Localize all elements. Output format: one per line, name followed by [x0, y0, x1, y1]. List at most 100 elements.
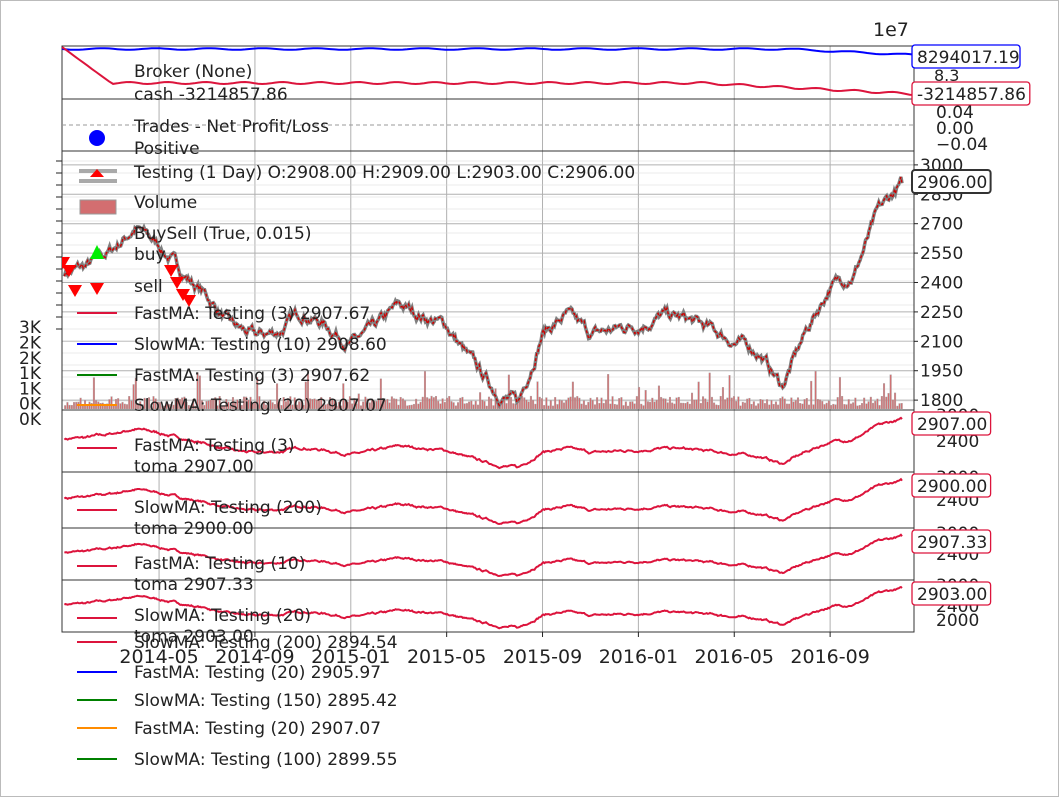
volume-bar	[640, 403, 643, 409]
volume-bar	[110, 396, 113, 409]
volume-bar	[713, 402, 716, 409]
main-legend-label: SlowMA: Testing (100) 2899.55	[134, 750, 398, 770]
volume-bar	[262, 400, 265, 409]
x-tick-label: 2014-05	[119, 646, 198, 668]
volume-bar	[563, 402, 566, 409]
ind4-legend-sub-label: toma 2903.00	[134, 627, 254, 647]
volume-bar	[730, 397, 733, 409]
volume-bar	[638, 386, 641, 409]
volume-bar	[90, 403, 93, 409]
volume-bar	[887, 393, 890, 409]
volume-bar	[231, 397, 234, 409]
y-tick-label: 1950	[920, 362, 963, 382]
volume-bar	[585, 404, 588, 409]
volume-bar	[390, 396, 393, 409]
volume-bar	[75, 401, 78, 409]
volume-bar	[143, 397, 146, 409]
volume-bar	[847, 399, 850, 409]
volume-bar	[247, 399, 250, 409]
volume-bar	[165, 400, 168, 409]
ind2-line	[63, 477, 903, 526]
volume-bar	[359, 405, 362, 409]
volume-bar	[609, 403, 612, 409]
volume-bar	[192, 399, 195, 409]
volume-bar	[565, 400, 568, 409]
volume-bar	[145, 399, 148, 409]
volume-bar	[106, 403, 109, 409]
volume-bar	[132, 384, 135, 409]
volume-bar	[596, 397, 599, 409]
volume-bar	[209, 399, 212, 409]
positive-legend-marker	[89, 130, 105, 146]
volume-bar	[432, 397, 435, 409]
volume-bar	[351, 403, 354, 409]
volume-bar	[746, 398, 749, 409]
volume-bar	[708, 372, 711, 409]
volume-bar	[68, 404, 71, 409]
volume-bar	[249, 396, 252, 409]
positive-legend-label: Positive	[134, 139, 200, 159]
volume-bar	[827, 400, 830, 409]
volume-bar	[198, 375, 201, 409]
volume-bar	[865, 403, 868, 409]
volume-bar	[796, 397, 799, 409]
volume-bar	[117, 398, 120, 409]
ind1-legend-sub-label: toma 2907.00	[134, 457, 254, 477]
volume-bar	[788, 403, 791, 409]
volume-bar	[741, 401, 744, 409]
volume-bar	[607, 374, 610, 409]
volume-bar	[167, 404, 170, 409]
volume-bar	[470, 400, 473, 409]
broker-legend-label: Broker (None)	[134, 62, 252, 82]
volume-bar	[545, 397, 548, 409]
volume-bar	[582, 400, 585, 409]
volume-bar	[830, 405, 833, 409]
volume-bar	[448, 396, 451, 409]
sell-marker	[182, 295, 196, 307]
volume-bar	[152, 396, 155, 409]
volume-bar	[675, 397, 678, 409]
volume-bar	[627, 405, 630, 409]
volume-bar	[777, 404, 780, 409]
ind4-legend-label: SlowMA: Testing (20)	[134, 606, 311, 626]
volume-bar	[454, 405, 457, 409]
volume-bar	[125, 404, 128, 409]
volume-bar	[324, 404, 327, 409]
volume-bar	[814, 370, 817, 409]
volume-bar	[428, 398, 431, 409]
volume-bar	[439, 403, 442, 409]
volume-bar	[333, 399, 336, 409]
volume-bar	[331, 398, 334, 409]
main-legend-label: sell	[134, 277, 163, 297]
y-tick-label: 2400	[920, 274, 963, 294]
volume-bar	[375, 401, 378, 409]
volume-bar	[265, 404, 268, 409]
volume-bar	[671, 402, 674, 409]
ind3-plot	[64, 533, 903, 578]
volume-bar	[863, 397, 866, 409]
x-tick-label: 2015-01	[311, 646, 390, 668]
volume-bar	[900, 403, 903, 409]
volume-bar	[139, 401, 142, 409]
volume-bar	[737, 396, 740, 409]
volume-bar	[673, 403, 676, 409]
ind4-plot	[63, 585, 903, 630]
volume-bar	[849, 403, 852, 409]
volume-bar	[393, 398, 396, 409]
volume-bar	[633, 403, 636, 409]
volume-bar	[602, 403, 605, 409]
broker-cash-last-label: -3214857.86	[917, 85, 1026, 105]
ind2-legend-label: SlowMA: Testing (200)	[134, 498, 322, 518]
volume-bar	[236, 399, 239, 409]
volume-bar	[774, 401, 777, 409]
volume-bar	[134, 377, 137, 409]
volume-bar	[273, 404, 276, 409]
volume-bar	[856, 405, 859, 409]
volume-bar	[699, 403, 702, 409]
ind4-last-value-label: 2903.00	[917, 585, 987, 605]
volume-bar	[73, 402, 76, 409]
volume-bar	[298, 401, 301, 409]
volume-y-tick-label: 1K	[19, 379, 42, 399]
volume-bar	[163, 405, 166, 409]
volume-bar	[229, 405, 232, 409]
